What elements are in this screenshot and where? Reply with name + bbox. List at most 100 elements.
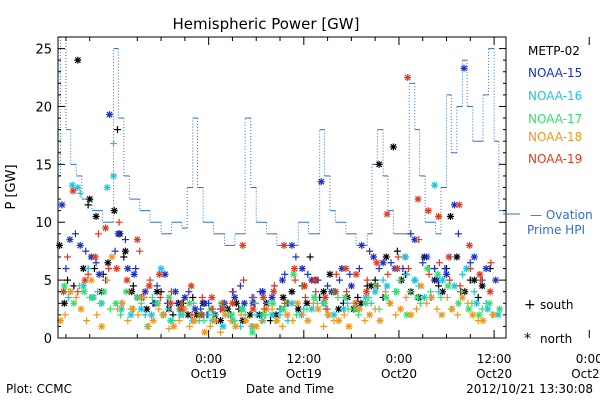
south-point [464, 299, 472, 307]
south-point [137, 299, 145, 307]
south-point [200, 317, 208, 325]
north-point [60, 288, 68, 296]
north-point [317, 178, 325, 186]
south-point [281, 299, 289, 307]
south-point [379, 276, 387, 284]
north-point [201, 328, 209, 336]
north-point [288, 288, 296, 296]
south-point [343, 288, 351, 296]
north-point [208, 293, 216, 301]
north-point [81, 276, 89, 284]
south-point [435, 288, 443, 296]
north-point [435, 212, 443, 220]
south-point [96, 299, 104, 307]
south-point [355, 311, 363, 319]
north-point [448, 305, 456, 313]
north-point [458, 293, 466, 301]
legend-noaa15: NOAA-15 [528, 66, 582, 80]
south-point [144, 322, 152, 330]
south-point [381, 288, 389, 296]
north-point [326, 270, 334, 278]
x-axis-label: Date and Time [246, 382, 334, 396]
legend-noaa18: NOAA-18 [528, 130, 582, 144]
south-point [312, 288, 320, 296]
south-point [252, 311, 260, 319]
south-point [179, 311, 187, 319]
north-point [219, 322, 227, 330]
south-point [188, 311, 196, 319]
north-point [249, 305, 257, 313]
south-point [344, 305, 352, 313]
south-point [94, 230, 102, 238]
x-tick-time: 0:00 [576, 352, 600, 366]
north-point [339, 305, 347, 313]
north-point [60, 282, 68, 290]
south-point [437, 293, 445, 301]
south-point [237, 311, 245, 319]
north-point [321, 293, 329, 301]
north-point [355, 305, 363, 313]
south-point [355, 265, 363, 273]
north-point [67, 288, 75, 296]
north-point [165, 293, 173, 301]
south-point [478, 305, 486, 313]
south-point [110, 140, 118, 148]
north-point [268, 293, 276, 301]
south-point [167, 288, 175, 296]
north-point [382, 253, 390, 261]
north-point [123, 276, 131, 284]
south-point [136, 247, 144, 255]
south-point [250, 293, 258, 301]
south-point [322, 305, 330, 313]
legend-south-symbol: + [524, 297, 536, 313]
north-point [485, 299, 493, 307]
south-point [251, 299, 259, 307]
x-tick-date: Oct19 [191, 367, 227, 381]
south-point [103, 276, 111, 284]
south-point [111, 247, 119, 255]
south-point [219, 299, 227, 307]
x-axis-ticks: 0:00Oct1912:00Oct190:00Oct2012:00Oct200:… [65, 37, 600, 381]
north-point [114, 230, 122, 238]
south-point [365, 293, 373, 301]
north-point [389, 143, 397, 151]
south-point [309, 299, 317, 307]
legend-noaa16: NOAA-16 [528, 89, 582, 103]
south-point [371, 305, 379, 313]
legend-ovation-label: — Ovation [530, 208, 593, 222]
south-point [178, 299, 186, 307]
south-point [260, 305, 268, 313]
north-point [439, 288, 447, 296]
north-point [240, 299, 248, 307]
legend-noaa19: NOAA-19 [528, 152, 582, 166]
north-point [155, 270, 163, 278]
legend-south-label: south [540, 298, 574, 312]
north-point [110, 207, 118, 215]
north-point [482, 265, 490, 273]
south-point [466, 276, 474, 284]
north-point [383, 210, 391, 218]
north-point [139, 293, 147, 301]
x-tick-date: Oct20 [381, 367, 417, 381]
north-point [187, 282, 195, 290]
south-point [361, 317, 369, 325]
south-point [371, 276, 379, 284]
north-point [352, 270, 360, 278]
south-point [435, 259, 443, 267]
south-point [84, 270, 92, 278]
north-point [371, 288, 379, 296]
north-point [341, 293, 349, 301]
north-point [102, 224, 110, 232]
north-point [231, 293, 239, 301]
south-point [330, 317, 338, 325]
x-tick-time: 12:00 [477, 352, 512, 366]
north-point [411, 276, 419, 284]
north-point [492, 276, 500, 284]
south-point [394, 253, 402, 261]
south-point [93, 311, 101, 319]
north-point [310, 293, 318, 301]
north-point [475, 311, 483, 319]
south-point [64, 253, 72, 261]
south-point [186, 322, 194, 330]
south-point [82, 247, 90, 255]
